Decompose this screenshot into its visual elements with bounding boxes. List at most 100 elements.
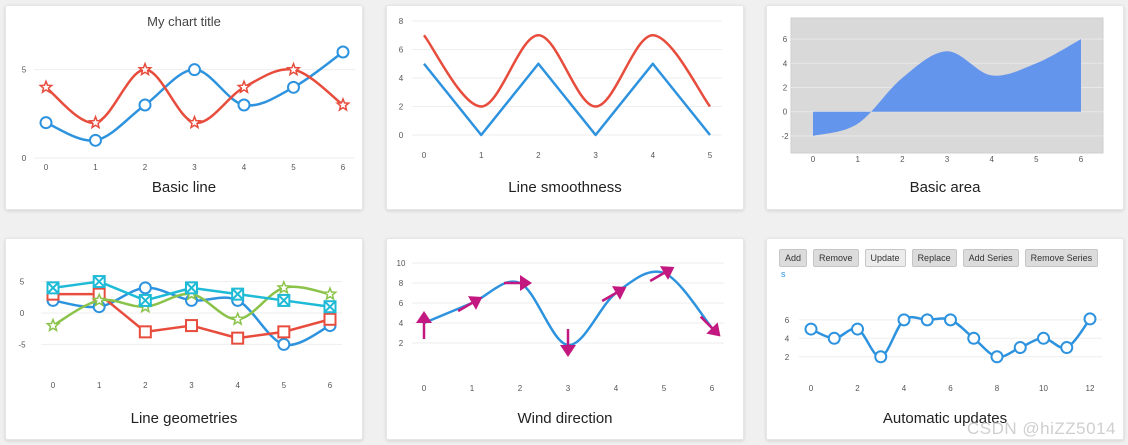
series-0 bbox=[39, 45, 350, 147]
x-tick-label: 3 bbox=[945, 155, 950, 164]
series-0 bbox=[423, 62, 711, 137]
data-point bbox=[967, 331, 981, 345]
data-point bbox=[336, 45, 350, 59]
remove-series-button[interactable]: Remove Series bbox=[1024, 249, 1099, 267]
y-tick-label: 4 bbox=[399, 74, 404, 83]
y-tick-label: 2 bbox=[399, 103, 404, 112]
y-tick-label: 6 bbox=[399, 299, 404, 308]
data-point bbox=[277, 337, 291, 351]
y-tick-label: 6 bbox=[783, 35, 788, 44]
x-tick-label: 5 bbox=[662, 384, 667, 393]
remove-button[interactable]: Remove bbox=[813, 249, 859, 267]
x-tick-label: 12 bbox=[1086, 384, 1095, 393]
wind-arrow bbox=[457, 296, 483, 313]
data-point bbox=[89, 133, 102, 147]
data-point bbox=[323, 312, 337, 326]
x-tick-label: 4 bbox=[989, 155, 994, 164]
x-tick-label: 0 bbox=[44, 163, 49, 172]
y-tick-label: 4 bbox=[785, 334, 790, 343]
data-point bbox=[322, 286, 338, 301]
data-point bbox=[185, 281, 198, 295]
x-tick-label: 2 bbox=[143, 381, 148, 390]
x-tick-label: 2 bbox=[536, 151, 541, 160]
y-tick-label: 8 bbox=[399, 17, 404, 26]
data-point bbox=[91, 292, 107, 308]
data-point bbox=[138, 293, 152, 307]
x-tick-label: 6 bbox=[341, 163, 346, 172]
data-point bbox=[231, 287, 245, 301]
automatic-updates-chart: 2 4 6 0 2 4 6 8 10 12 bbox=[785, 312, 1102, 393]
x-tick-label: 4 bbox=[902, 384, 907, 393]
watermark: CSDN @hiZZ5014 bbox=[967, 419, 1116, 438]
gridlines bbox=[412, 20, 722, 136]
x-tick-label: 0 bbox=[809, 384, 814, 393]
data-point bbox=[230, 311, 246, 326]
data-point bbox=[236, 79, 252, 94]
chart-card-wind-direction: 2 4 6 8 10 0 1 2 3 4 5 6 Wind direction bbox=[386, 238, 744, 440]
gridlines bbox=[34, 69, 355, 159]
chart-card-automatic-updates: Add Remove Update Replace Add Series Rem… bbox=[766, 238, 1124, 440]
arrow-head bbox=[660, 266, 675, 280]
x-tick-label: 4 bbox=[235, 381, 240, 390]
line-geometries-chart: -5 0 5 0 1 2 3 4 5 6 bbox=[18, 275, 342, 390]
chart-card-basic-area: -2 0 2 4 6 0 1 2 3 4 5 6 Basic area bbox=[766, 5, 1124, 210]
x-tick-label: 3 bbox=[593, 151, 598, 160]
wind-arrow bbox=[560, 329, 576, 357]
data-point bbox=[45, 317, 61, 333]
chart-card-line-smoothness: 0 2 4 6 8 0 1 2 3 4 5 Line smoothness bbox=[386, 5, 744, 210]
data-point bbox=[231, 331, 245, 345]
data-point bbox=[46, 281, 60, 295]
data-point bbox=[138, 325, 152, 339]
add-button[interactable]: Add bbox=[779, 249, 808, 267]
y-tick-label: 2 bbox=[399, 339, 404, 348]
x-tick-label: 5 bbox=[1034, 155, 1039, 164]
y-tick-label: 10 bbox=[397, 259, 406, 268]
data-point bbox=[851, 322, 864, 336]
wind-arrow bbox=[699, 315, 721, 337]
card-title: Line smoothness bbox=[508, 179, 622, 196]
y-tick-label: 0 bbox=[399, 131, 404, 140]
card-title: Line geometries bbox=[130, 410, 238, 427]
data-point bbox=[87, 114, 104, 130]
area-fill bbox=[813, 39, 1081, 136]
chart-controls: Add Remove Update Replace Add Series Rem… bbox=[779, 249, 1099, 267]
wind-arrow bbox=[416, 311, 432, 339]
x-tick-label: 1 bbox=[470, 384, 475, 393]
y-tick-label: 5 bbox=[22, 66, 27, 75]
arrow-head bbox=[706, 322, 721, 337]
x-tick-label: 6 bbox=[948, 384, 953, 393]
update-button[interactable]: Update bbox=[864, 249, 906, 267]
x-tick-label: 2 bbox=[855, 384, 860, 393]
y-tick-label: 6 bbox=[399, 46, 404, 55]
card-title: Basic line bbox=[151, 179, 217, 196]
series-0 bbox=[416, 266, 721, 357]
data-point bbox=[335, 96, 351, 112]
data-point bbox=[92, 275, 106, 289]
x-tick-label: 5 bbox=[291, 163, 296, 172]
y-tick-label: 8 bbox=[399, 279, 404, 288]
data-point-cross bbox=[323, 300, 337, 313]
x-tick-label: 3 bbox=[189, 381, 194, 390]
x-tick-label: 1 bbox=[855, 155, 860, 164]
data-point bbox=[188, 63, 201, 77]
basic-area-chart: -2 0 2 4 6 0 1 2 3 4 5 6 bbox=[781, 17, 1104, 164]
card-title: Automatic updates bbox=[882, 410, 1008, 427]
basic-line-chart: 0 5 0 1 2 3 4 5 6 My chart title bbox=[22, 14, 355, 172]
x-tick-label: 0 bbox=[422, 151, 427, 160]
data-point bbox=[277, 325, 291, 339]
replace-button[interactable]: Replace bbox=[911, 249, 957, 267]
x-tick-label: 4 bbox=[242, 163, 247, 172]
data-point bbox=[874, 350, 888, 364]
arrow-head bbox=[520, 275, 532, 291]
data-point bbox=[323, 300, 337, 314]
arrow-head bbox=[468, 296, 483, 310]
data-point bbox=[1037, 331, 1050, 345]
x-tick-label: 2 bbox=[518, 384, 523, 393]
y-tick-label: 0 bbox=[22, 154, 27, 163]
add-series-button[interactable]: Add Series bbox=[962, 249, 1019, 267]
line-smoothness-chart: 0 2 4 6 8 0 1 2 3 4 5 bbox=[399, 17, 722, 160]
chart-title: My chart title bbox=[147, 14, 221, 29]
series-line bbox=[423, 62, 711, 137]
data-point bbox=[804, 322, 818, 336]
chart-card-basic-line: 0 5 0 1 2 3 4 5 6 My chart title Basic line bbox=[5, 5, 363, 210]
